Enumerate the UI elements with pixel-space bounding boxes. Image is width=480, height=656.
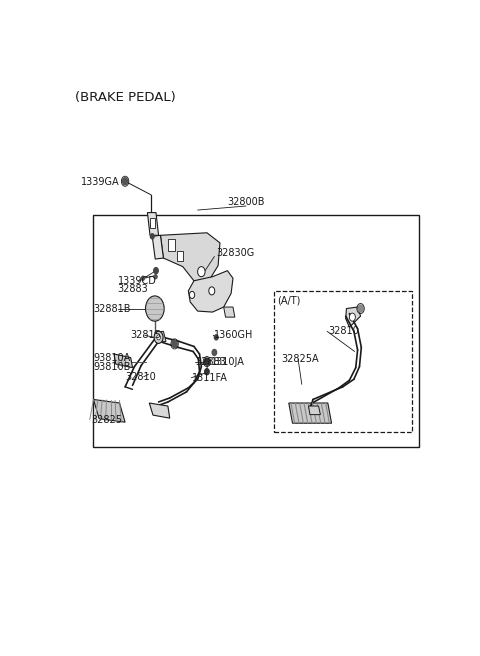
Circle shape [154,331,163,343]
Polygon shape [149,403,170,418]
Text: (A/T): (A/T) [277,296,301,306]
Circle shape [150,234,154,239]
Bar [168,239,175,251]
Circle shape [122,178,128,185]
Polygon shape [147,213,158,236]
Text: 1360GH: 1360GH [215,331,254,340]
Circle shape [215,335,218,340]
Bar [177,251,183,260]
Circle shape [212,350,216,356]
Circle shape [204,369,209,375]
Text: 32800B: 32800B [227,197,265,207]
Circle shape [198,266,205,277]
Circle shape [349,313,355,321]
Circle shape [156,335,160,340]
Polygon shape [155,331,166,342]
Text: 1310JA: 1310JA [211,357,244,367]
Polygon shape [289,403,332,423]
Text: 1339CD: 1339CD [118,276,156,286]
Polygon shape [152,236,163,259]
Text: 32830G: 32830G [216,248,254,258]
Circle shape [142,276,144,280]
Polygon shape [309,406,321,415]
Text: 93810A: 93810A [94,352,131,363]
Text: 32815: 32815 [131,331,162,340]
Bar [150,218,155,228]
Text: 32825: 32825 [92,415,122,424]
Bar [274,291,411,432]
Text: (BRAKE PEDAL): (BRAKE PEDAL) [75,91,176,104]
Polygon shape [160,233,220,281]
Circle shape [190,291,195,298]
Text: 93810B: 93810B [94,361,131,372]
Circle shape [145,296,164,321]
Polygon shape [114,354,132,367]
Polygon shape [346,307,360,327]
Circle shape [172,340,177,348]
Circle shape [154,275,157,279]
Circle shape [204,358,210,365]
Circle shape [209,287,215,295]
Text: 1311FA: 1311FA [192,373,228,382]
Text: 32883: 32883 [196,357,227,367]
Text: 1339GA: 1339GA [81,177,119,187]
Text: 32883: 32883 [118,284,148,295]
Circle shape [154,268,158,274]
Text: 32810: 32810 [328,326,359,337]
Text: 32825A: 32825A [281,354,319,364]
Polygon shape [224,307,235,317]
Polygon shape [188,271,233,312]
Polygon shape [94,400,125,422]
Circle shape [358,305,363,312]
Bar [94,215,419,447]
Text: 32810: 32810 [125,372,156,382]
Text: 32881B: 32881B [94,304,131,314]
